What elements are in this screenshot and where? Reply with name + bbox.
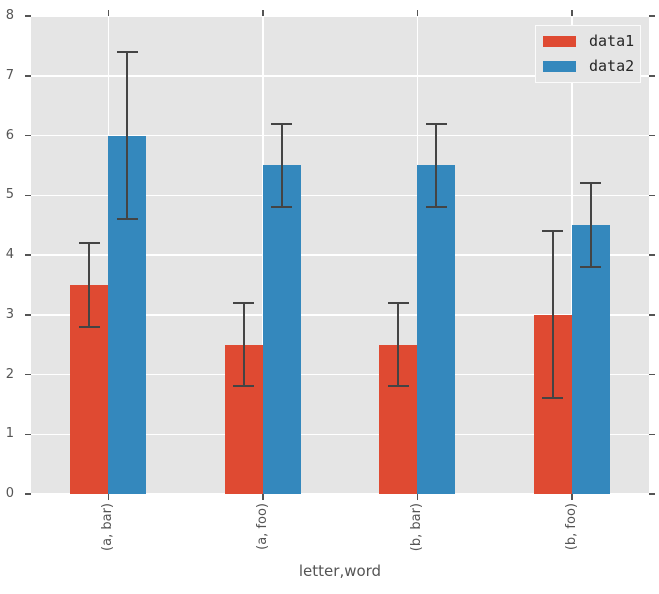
error-bar-cap-top	[387, 301, 409, 304]
x-tick-label: (b, foo)	[563, 503, 579, 551]
error-bar-cap-bottom	[233, 385, 255, 388]
x-tick-bottom	[262, 494, 264, 500]
y-tick-right	[649, 433, 655, 435]
legend: data1 data2	[535, 25, 641, 83]
y-tick-label: 2	[5, 366, 14, 382]
legend-swatch-data2	[543, 61, 576, 72]
error-bar-line	[397, 302, 400, 387]
y-tick-left	[25, 254, 31, 256]
y-tick-right	[649, 15, 655, 17]
x-tick-top	[416, 10, 418, 16]
x-tick-bottom	[571, 494, 573, 500]
y-tick-right	[649, 493, 655, 495]
x-tick-bottom	[107, 494, 109, 500]
error-bar-cap-top	[271, 122, 293, 125]
error-bar-line	[88, 243, 91, 327]
y-tick-label: 1	[5, 426, 14, 442]
error-bar-line	[551, 231, 554, 399]
legend-item-data2: data2	[543, 59, 640, 74]
gridline-horizontal	[31, 493, 649, 495]
error-bar-cap-bottom	[542, 397, 564, 400]
legend-item-data1: data1	[543, 34, 640, 49]
legend-swatch-data1	[543, 36, 576, 47]
y-tick-label: 6	[5, 127, 14, 143]
error-bar-cap-top	[580, 182, 602, 185]
x-tick-bottom	[416, 494, 418, 500]
y-tick-right	[649, 373, 655, 376]
x-tick-label: (a, foo)	[254, 503, 270, 550]
error-bar-cap-bottom	[425, 206, 447, 209]
y-tick-label: 4	[5, 247, 14, 262]
gridline-horizontal	[31, 314, 649, 316]
gridline-horizontal	[31, 15, 649, 17]
y-tick-right	[649, 254, 655, 256]
y-tick-right	[649, 314, 655, 316]
x-tick-top	[571, 10, 573, 16]
error-bar-line	[435, 123, 438, 208]
bar-data2	[262, 165, 301, 494]
y-tick-left	[25, 314, 31, 316]
error-bar-cap-top	[78, 242, 100, 245]
legend-label-data1: data1	[589, 32, 635, 50]
error-bar-cap-bottom	[78, 325, 100, 328]
y-tick-label: 0	[5, 486, 14, 501]
y-tick-left	[25, 15, 31, 17]
legend-label-data2: data2	[589, 57, 635, 75]
error-bar-cap-top	[542, 230, 564, 233]
gridline-horizontal	[31, 75, 649, 77]
y-tick-left	[25, 373, 31, 376]
y-tick-label: 8	[5, 8, 14, 23]
error-bar-cap-top	[233, 301, 255, 304]
gridline-horizontal	[31, 194, 649, 196]
bar-data2	[571, 225, 610, 494]
y-tick-left	[25, 433, 31, 435]
error-bar-cap-bottom	[387, 385, 409, 388]
y-tick-left	[25, 134, 31, 137]
y-tick-label: 5	[5, 187, 14, 203]
gridline-horizontal	[31, 373, 649, 376]
error-bar-cap-bottom	[580, 265, 602, 268]
gridline-horizontal	[31, 254, 649, 256]
error-bar-cap-top	[425, 122, 447, 125]
error-bar-line	[126, 51, 129, 220]
y-tick-label: 3	[5, 306, 14, 322]
y-tick-right	[649, 194, 655, 196]
x-tick-top	[107, 10, 109, 16]
x-tick-top	[262, 10, 264, 16]
gridline-horizontal	[31, 433, 649, 435]
error-bar-line	[589, 183, 592, 267]
gridline-horizontal	[31, 134, 649, 137]
error-bar-line	[242, 302, 245, 387]
error-bar-cap-bottom	[116, 218, 138, 221]
y-tick-left	[25, 75, 31, 77]
x-axis-label: letter,word	[298, 562, 382, 580]
bar-data2	[417, 165, 456, 494]
error-bar-cap-top	[116, 50, 138, 53]
error-bar-cap-bottom	[271, 206, 293, 209]
y-tick-left	[25, 194, 31, 196]
y-tick-left	[25, 493, 31, 495]
y-tick-right	[649, 134, 655, 137]
error-bar-line	[280, 123, 283, 208]
y-tick-right	[649, 75, 655, 77]
y-tick-label: 7	[5, 67, 14, 83]
x-tick-label: (a, bar)	[100, 503, 116, 551]
x-tick-label: (b, bar)	[409, 503, 425, 552]
